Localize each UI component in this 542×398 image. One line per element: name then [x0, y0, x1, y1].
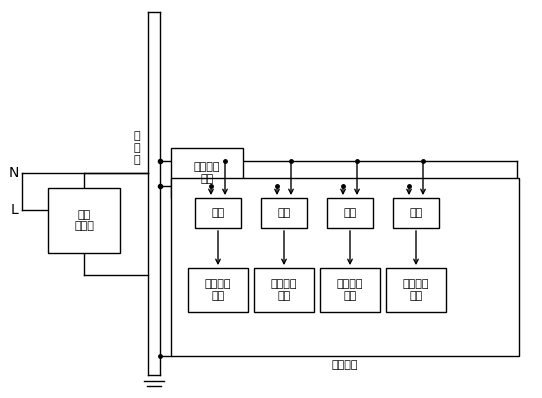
Bar — [48, 188, 120, 253]
Text: 用电监测
单元: 用电监测 单元 — [337, 279, 363, 301]
Text: 用电监测
单元: 用电监测 单元 — [271, 279, 297, 301]
Text: 用电监测
单元: 用电监测 单元 — [205, 279, 231, 301]
Text: 插座: 插座 — [409, 208, 423, 218]
Text: 插座: 插座 — [211, 208, 224, 218]
Text: 用电监测
单元: 用电监测 单元 — [403, 279, 429, 301]
Bar — [320, 268, 380, 312]
Text: 电源
总开关: 电源 总开关 — [74, 210, 94, 231]
Bar — [171, 148, 243, 198]
Text: 电
力
线: 电 力 线 — [134, 131, 140, 165]
Bar — [254, 268, 314, 312]
Bar — [386, 268, 446, 312]
Text: 插座: 插座 — [344, 208, 357, 218]
Text: 供电控制
单元: 供电控制 单元 — [193, 162, 220, 184]
Text: L: L — [10, 203, 18, 217]
Text: 插座: 插座 — [278, 208, 291, 218]
Bar — [261, 198, 307, 228]
Text: 插座单元: 插座单元 — [332, 360, 358, 370]
Bar — [393, 198, 439, 228]
Bar — [171, 178, 519, 356]
Bar — [327, 198, 373, 228]
Text: N: N — [9, 166, 19, 180]
Bar — [195, 198, 241, 228]
Bar — [188, 268, 248, 312]
